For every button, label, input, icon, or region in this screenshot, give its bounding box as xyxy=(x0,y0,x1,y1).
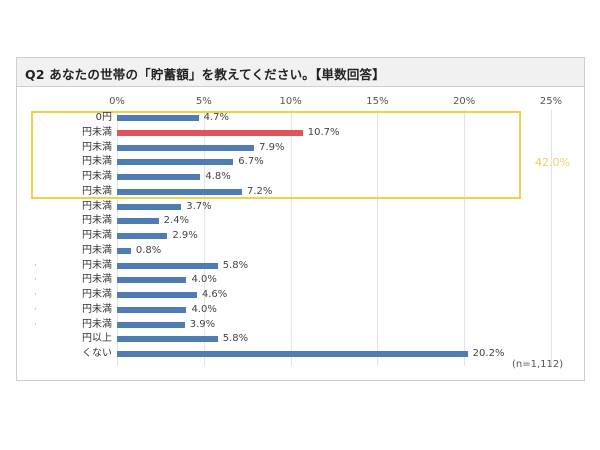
bar-row: 円未満 2.9% xyxy=(0,229,600,243)
category-label: 円未満 xyxy=(82,171,112,182)
value-label: 6.7% xyxy=(238,156,264,168)
x-tick-label: 20% xyxy=(453,96,476,107)
category-label: 円未満 xyxy=(82,200,112,212)
bar-row: 0円 4.7% xyxy=(0,111,600,125)
category-label: くない xyxy=(82,348,112,359)
value-label: 10.7% xyxy=(307,126,340,138)
bar-row: 円未満 7.9% xyxy=(0,141,600,155)
highlighted-bar xyxy=(117,129,303,136)
value-label: 5.8% xyxy=(222,333,249,345)
bar-row: 円未満 7.2% xyxy=(0,185,600,199)
bar xyxy=(117,321,185,328)
x-tick-label: 15% xyxy=(366,96,389,107)
bar xyxy=(117,233,168,239)
value-label: 0.8% xyxy=(135,244,162,256)
gridline xyxy=(377,110,379,366)
value-label: 3.9% xyxy=(189,318,216,330)
sample-size-label: (n=1,112) xyxy=(512,359,564,370)
value-label: 4.7% xyxy=(203,112,229,123)
x-tick-label: 25% xyxy=(539,96,563,107)
bar-row: くない 20.2% xyxy=(0,347,600,361)
bar-row: · 円未満 4.0% xyxy=(0,273,600,287)
category-label: 円未満 xyxy=(82,185,112,197)
bar xyxy=(117,188,242,195)
row-marker: · xyxy=(34,319,37,330)
value-label: 7.9% xyxy=(259,141,285,153)
category-label: 円未満 xyxy=(82,126,112,138)
bar-row: 円未満 0.8% xyxy=(0,244,600,258)
category-label: 円未満 xyxy=(82,244,112,256)
gridline xyxy=(464,110,466,366)
bar xyxy=(117,306,187,313)
bar xyxy=(117,174,201,180)
question-title: Q2 あなたの世帯の「貯蓄額」を教えてください。【単数回答】 xyxy=(25,67,385,82)
bar-row: 円未満 4.8% xyxy=(0,170,600,184)
value-label: 2.9% xyxy=(172,230,198,241)
bar-row: · 円未満 4.0% xyxy=(0,303,600,317)
bar-row: 円未満 6.7% xyxy=(0,155,600,169)
gridline xyxy=(203,110,205,366)
value-label: 3.7% xyxy=(186,200,212,212)
bar xyxy=(117,203,182,210)
value-label: 2.4% xyxy=(163,215,190,227)
bar xyxy=(117,351,468,357)
category-label: 円未満 xyxy=(82,303,112,315)
row-marker: · xyxy=(34,260,37,271)
value-label: 20.2% xyxy=(472,348,505,359)
bar xyxy=(117,292,197,298)
bar xyxy=(117,262,218,269)
bar xyxy=(117,159,234,166)
x-tick-label: 5% xyxy=(195,96,212,107)
gridline xyxy=(551,110,552,366)
category-label: 円未満 xyxy=(82,318,112,330)
row-marker: · xyxy=(34,304,37,315)
value-label: 4.0% xyxy=(191,274,217,286)
value-label: 4.6% xyxy=(201,289,228,300)
highlight-group-box xyxy=(31,111,521,199)
value-label: 4.0% xyxy=(191,303,217,315)
highlight-group-total: 42.0% xyxy=(535,156,570,169)
category-label: 円未満 xyxy=(82,230,112,241)
bar-row: · 円未満 5.8% xyxy=(0,259,600,273)
category-label: 円未満 xyxy=(82,141,112,153)
bar xyxy=(117,277,187,284)
bar-row: 円以上 5.8% xyxy=(0,332,600,346)
question-header: Q2 あなたの世帯の「貯蓄額」を教えてください。【単数回答】 xyxy=(17,58,584,87)
category-label: 円未満 xyxy=(82,215,112,227)
value-label: 4.8% xyxy=(205,171,231,182)
category-label: 円未満 xyxy=(82,289,112,300)
value-label: 5.8% xyxy=(222,259,249,271)
bar-row: · 円未満 3.9% xyxy=(0,318,600,332)
row-marker: · xyxy=(34,275,37,286)
bar xyxy=(117,115,199,121)
bar-row: 円未満 10.7% xyxy=(0,126,600,140)
gridline xyxy=(290,110,292,366)
bar xyxy=(117,247,131,254)
category-label: 円以上 xyxy=(82,333,112,345)
bar-row: 円未満 2.4% xyxy=(0,214,600,228)
category-label: 円未満 xyxy=(82,259,112,271)
x-tick-label: 0% xyxy=(109,96,125,107)
category-label: 0円 xyxy=(95,112,112,123)
bar-row: 円未満 3.7% xyxy=(0,200,600,214)
bar xyxy=(117,218,159,225)
category-label: 円未満 xyxy=(82,274,112,286)
x-tick-label: 10% xyxy=(279,96,302,107)
bar-row: · 円未満 4.6% xyxy=(0,288,600,302)
value-label: 7.2% xyxy=(246,185,273,197)
row-marker: · xyxy=(34,290,37,300)
bar xyxy=(117,336,218,343)
category-label: 円未満 xyxy=(82,156,112,168)
bar xyxy=(117,144,255,151)
